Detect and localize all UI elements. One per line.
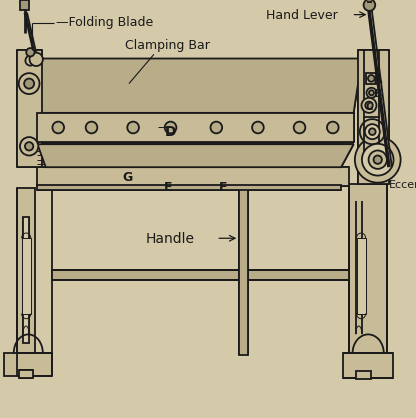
Polygon shape — [17, 188, 35, 355]
Circle shape — [374, 155, 382, 164]
Text: Eccentr: Eccentr — [389, 180, 416, 190]
Circle shape — [369, 150, 387, 169]
Text: G: G — [123, 171, 133, 184]
Polygon shape — [4, 353, 52, 376]
Polygon shape — [358, 50, 389, 184]
Circle shape — [127, 122, 139, 133]
Polygon shape — [37, 167, 349, 186]
Bar — [357, 238, 366, 314]
Polygon shape — [52, 270, 349, 280]
Polygon shape — [364, 50, 379, 117]
Circle shape — [210, 122, 222, 133]
Circle shape — [368, 75, 374, 82]
Text: Clamping Bar: Clamping Bar — [125, 39, 210, 52]
Text: E: E — [164, 181, 173, 194]
Circle shape — [25, 142, 33, 150]
Circle shape — [20, 137, 38, 155]
Circle shape — [25, 56, 35, 66]
Polygon shape — [23, 217, 29, 343]
Polygon shape — [239, 186, 248, 355]
Circle shape — [364, 0, 375, 11]
Circle shape — [355, 137, 401, 183]
Polygon shape — [37, 185, 341, 190]
Polygon shape — [37, 113, 354, 142]
Circle shape — [165, 122, 176, 133]
Bar — [20, 0, 29, 10]
Polygon shape — [29, 59, 362, 113]
Circle shape — [365, 102, 373, 109]
Circle shape — [362, 98, 376, 113]
Circle shape — [366, 88, 376, 98]
Circle shape — [365, 124, 380, 139]
Text: A: A — [374, 75, 382, 85]
Circle shape — [294, 122, 305, 133]
Polygon shape — [17, 50, 42, 167]
Bar — [356, 371, 371, 379]
Circle shape — [327, 122, 339, 133]
Circle shape — [252, 122, 264, 133]
Text: Hand Lever: Hand Lever — [266, 9, 338, 22]
Polygon shape — [37, 144, 341, 167]
Text: C: C — [365, 102, 373, 112]
Circle shape — [30, 53, 43, 66]
Circle shape — [360, 119, 385, 144]
Circle shape — [86, 122, 97, 133]
Bar — [366, 73, 376, 84]
Circle shape — [26, 48, 35, 56]
Polygon shape — [343, 353, 393, 378]
Bar — [22, 238, 31, 314]
Text: —Folding Blade: —Folding Blade — [56, 16, 154, 30]
Circle shape — [52, 122, 64, 133]
Polygon shape — [349, 184, 387, 355]
Circle shape — [369, 128, 376, 135]
Bar — [19, 370, 33, 378]
Text: Handle: Handle — [146, 232, 195, 246]
Text: B: B — [374, 89, 382, 99]
Text: D: D — [164, 125, 176, 139]
Polygon shape — [37, 144, 354, 167]
Circle shape — [24, 79, 34, 89]
Text: F: F — [218, 181, 227, 194]
Circle shape — [19, 73, 40, 94]
Circle shape — [369, 90, 374, 95]
Circle shape — [362, 144, 394, 176]
